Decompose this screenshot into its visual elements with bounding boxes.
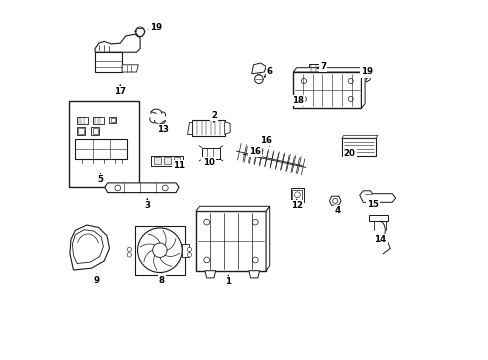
Bar xyxy=(134,226,185,275)
Text: 14: 14 xyxy=(374,235,386,244)
Circle shape xyxy=(135,27,144,36)
Circle shape xyxy=(252,219,258,225)
Polygon shape xyxy=(292,68,365,72)
Text: 16: 16 xyxy=(249,147,261,156)
Polygon shape xyxy=(70,225,109,270)
Circle shape xyxy=(252,257,258,263)
Text: 17: 17 xyxy=(114,87,126,96)
Text: 15: 15 xyxy=(366,200,379,209)
Circle shape xyxy=(347,96,352,102)
Bar xyxy=(196,211,265,271)
Text: 20: 20 xyxy=(343,149,355,158)
Bar xyxy=(154,157,161,164)
Text: 16: 16 xyxy=(260,136,271,145)
Polygon shape xyxy=(251,63,265,74)
Polygon shape xyxy=(196,206,269,211)
Polygon shape xyxy=(72,230,103,264)
Polygon shape xyxy=(361,68,365,108)
Bar xyxy=(93,117,104,124)
Bar xyxy=(182,244,189,257)
Bar xyxy=(192,120,224,136)
Polygon shape xyxy=(186,122,192,134)
Text: 10: 10 xyxy=(202,158,214,167)
Text: 2: 2 xyxy=(210,111,217,120)
Circle shape xyxy=(362,73,369,81)
Polygon shape xyxy=(265,206,269,271)
Polygon shape xyxy=(204,271,215,278)
Polygon shape xyxy=(329,196,340,205)
Text: 12: 12 xyxy=(290,201,302,210)
Text: 19: 19 xyxy=(360,68,372,77)
Bar xyxy=(111,118,114,122)
Circle shape xyxy=(254,75,263,84)
Circle shape xyxy=(162,185,168,191)
Circle shape xyxy=(301,96,306,102)
Text: 7: 7 xyxy=(319,62,325,71)
Bar xyxy=(309,64,319,72)
Bar xyxy=(151,156,183,166)
Bar xyxy=(95,52,122,72)
Circle shape xyxy=(127,247,131,252)
Polygon shape xyxy=(341,135,377,138)
Polygon shape xyxy=(248,271,259,278)
Text: 3: 3 xyxy=(144,201,150,210)
Bar xyxy=(368,215,387,221)
Text: 4: 4 xyxy=(334,206,341,215)
Circle shape xyxy=(137,228,182,273)
Text: 13: 13 xyxy=(157,125,169,134)
Polygon shape xyxy=(122,65,138,72)
Polygon shape xyxy=(359,191,395,202)
Text: 19: 19 xyxy=(150,22,162,31)
Bar xyxy=(109,117,116,123)
Bar xyxy=(341,138,375,156)
Circle shape xyxy=(203,219,209,225)
Polygon shape xyxy=(104,183,179,193)
Bar xyxy=(292,72,361,108)
Text: 18: 18 xyxy=(291,96,303,105)
Circle shape xyxy=(301,78,306,84)
Circle shape xyxy=(187,247,191,252)
Bar xyxy=(92,128,98,134)
Bar xyxy=(77,117,88,124)
Bar xyxy=(202,148,220,159)
Bar xyxy=(77,127,85,135)
Text: 6: 6 xyxy=(266,68,272,77)
Bar xyxy=(174,157,180,164)
Text: 8: 8 xyxy=(159,276,164,284)
Circle shape xyxy=(347,78,352,84)
Bar xyxy=(75,139,127,159)
Bar xyxy=(69,101,139,187)
Text: 5: 5 xyxy=(98,175,103,184)
Polygon shape xyxy=(224,122,230,134)
Text: 9: 9 xyxy=(94,276,100,284)
Circle shape xyxy=(115,185,121,191)
Bar xyxy=(290,188,304,202)
Circle shape xyxy=(203,257,209,263)
Bar xyxy=(78,128,84,134)
Circle shape xyxy=(127,253,131,257)
Circle shape xyxy=(332,198,337,203)
Text: 11: 11 xyxy=(173,161,184,170)
Text: 1: 1 xyxy=(225,277,231,286)
Circle shape xyxy=(294,192,300,198)
Bar xyxy=(292,190,302,200)
Bar xyxy=(91,127,99,135)
Polygon shape xyxy=(362,73,369,82)
Circle shape xyxy=(187,253,191,257)
Circle shape xyxy=(152,243,167,257)
Polygon shape xyxy=(95,34,140,52)
Bar xyxy=(164,157,170,164)
